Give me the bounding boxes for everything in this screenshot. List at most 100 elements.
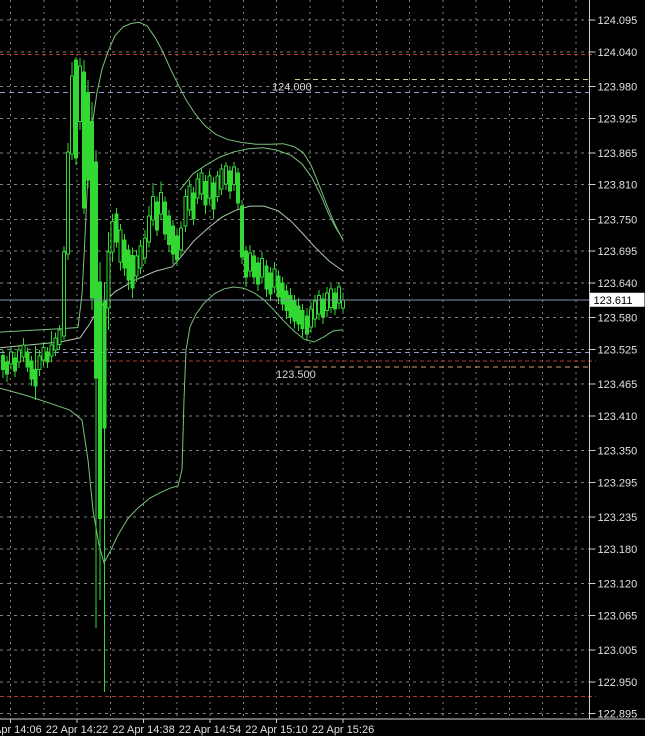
- price-axis-label: 123.980: [598, 81, 638, 93]
- candle-body: [239, 205, 244, 258]
- candle-body: [171, 225, 176, 255]
- candle: [17, 344, 22, 368]
- candle: [45, 347, 50, 368]
- candle: [29, 355, 34, 386]
- price-level-label: 123.500: [276, 369, 316, 381]
- candle-body: [337, 286, 342, 304]
- candle-body: [45, 351, 50, 363]
- price-axis-label: 124.040: [598, 47, 638, 59]
- candle: [300, 303, 305, 337]
- candle: [158, 181, 163, 220]
- candle: [187, 180, 192, 216]
- candle: [215, 170, 220, 203]
- candle: [13, 351, 18, 378]
- candle: [73, 56, 78, 166]
- candle: [118, 224, 123, 271]
- candle: [316, 289, 321, 320]
- candle: [142, 229, 147, 264]
- bollinger-lower-band: [0, 286, 344, 565]
- axes: [0, 0, 645, 720]
- candle-body: [158, 191, 163, 215]
- candle: [33, 346, 38, 400]
- candle-body: [284, 290, 289, 312]
- candle-body: [276, 275, 281, 298]
- candle: [61, 246, 66, 341]
- candle: [25, 347, 30, 373]
- candle: [114, 207, 119, 248]
- candle: [235, 167, 240, 210]
- candle-body: [308, 308, 313, 328]
- price-axis-label: 123.350: [598, 446, 638, 458]
- candle-body: [329, 288, 334, 308]
- candle-body: [292, 300, 297, 322]
- indicator-bands: [0, 21, 344, 565]
- candle: [276, 270, 281, 304]
- price-axis-label: 123.580: [598, 313, 638, 325]
- candle-body: [199, 172, 204, 195]
- candle: [296, 298, 301, 331]
- candle-body: [260, 258, 265, 278]
- candle: [260, 251, 265, 284]
- candle-body: [179, 227, 184, 251]
- candle-body: [53, 337, 58, 351]
- price-levels: [0, 54, 596, 697]
- candles: [1, 56, 346, 693]
- time-axis-label: 22 Apr 15:26: [312, 724, 374, 736]
- candle: [9, 347, 14, 370]
- candle: [98, 262, 103, 600]
- candle-body: [142, 237, 147, 259]
- candle: [102, 281, 107, 693]
- time-axis-label: 22 Apr 14:06: [0, 724, 42, 736]
- price-axis-label: 123.410: [598, 411, 638, 423]
- candle-body: [98, 281, 103, 519]
- candle-body: [57, 329, 62, 345]
- price-axis-label: 123.525: [598, 344, 638, 356]
- candle-body: [29, 360, 34, 380]
- candle: [150, 183, 155, 226]
- candle: [280, 277, 285, 311]
- candle-body: [280, 282, 285, 305]
- time-axis-label: 22 Apr 14:38: [112, 724, 174, 736]
- candle-body: [49, 344, 54, 357]
- candle-body: [231, 166, 236, 186]
- candle: [248, 244, 253, 278]
- candle-body: [252, 255, 257, 278]
- candle: [110, 214, 115, 263]
- candle: [239, 199, 244, 264]
- price-axis[interactable]: 124.095 124.040 123.980 123.925 123.865 123.8…: [589, 15, 638, 721]
- candle-body: [90, 121, 95, 299]
- candle: [179, 221, 184, 256]
- candle-body: [163, 201, 167, 235]
- candle: [175, 229, 180, 267]
- candle-body: [65, 151, 70, 255]
- price-level-label: 124.000: [272, 82, 312, 94]
- candle: [138, 240, 143, 274]
- candle: [126, 244, 131, 290]
- candle: [57, 325, 62, 351]
- candle-body: [41, 347, 46, 361]
- candle-body: [146, 215, 151, 243]
- candle: [1, 350, 5, 378]
- candle-body: [211, 182, 216, 210]
- candle-body: [17, 349, 22, 363]
- candle: [65, 143, 70, 260]
- price-axis-label: 122.950: [598, 677, 638, 689]
- candle-body: [134, 255, 139, 277]
- candle-body: [244, 250, 248, 278]
- price-axis-label: 123.695: [598, 246, 638, 258]
- candle: [227, 166, 232, 200]
- candle-body: [114, 213, 119, 243]
- candle-body: [9, 351, 14, 365]
- candle: [203, 174, 208, 215]
- candle: [106, 232, 111, 330]
- candle: [292, 295, 297, 329]
- candle: [90, 102, 95, 311]
- candle: [94, 150, 99, 629]
- time-axis[interactable]: 22 Apr 14:06 22 Apr 14:22 22 Apr 14:38 22 A…: [0, 719, 374, 736]
- time-axis-label: 22 Apr 14:22: [46, 724, 108, 736]
- candle-body: [33, 369, 38, 387]
- price-axis-label: 123.235: [598, 512, 638, 524]
- candle-body: [167, 215, 172, 245]
